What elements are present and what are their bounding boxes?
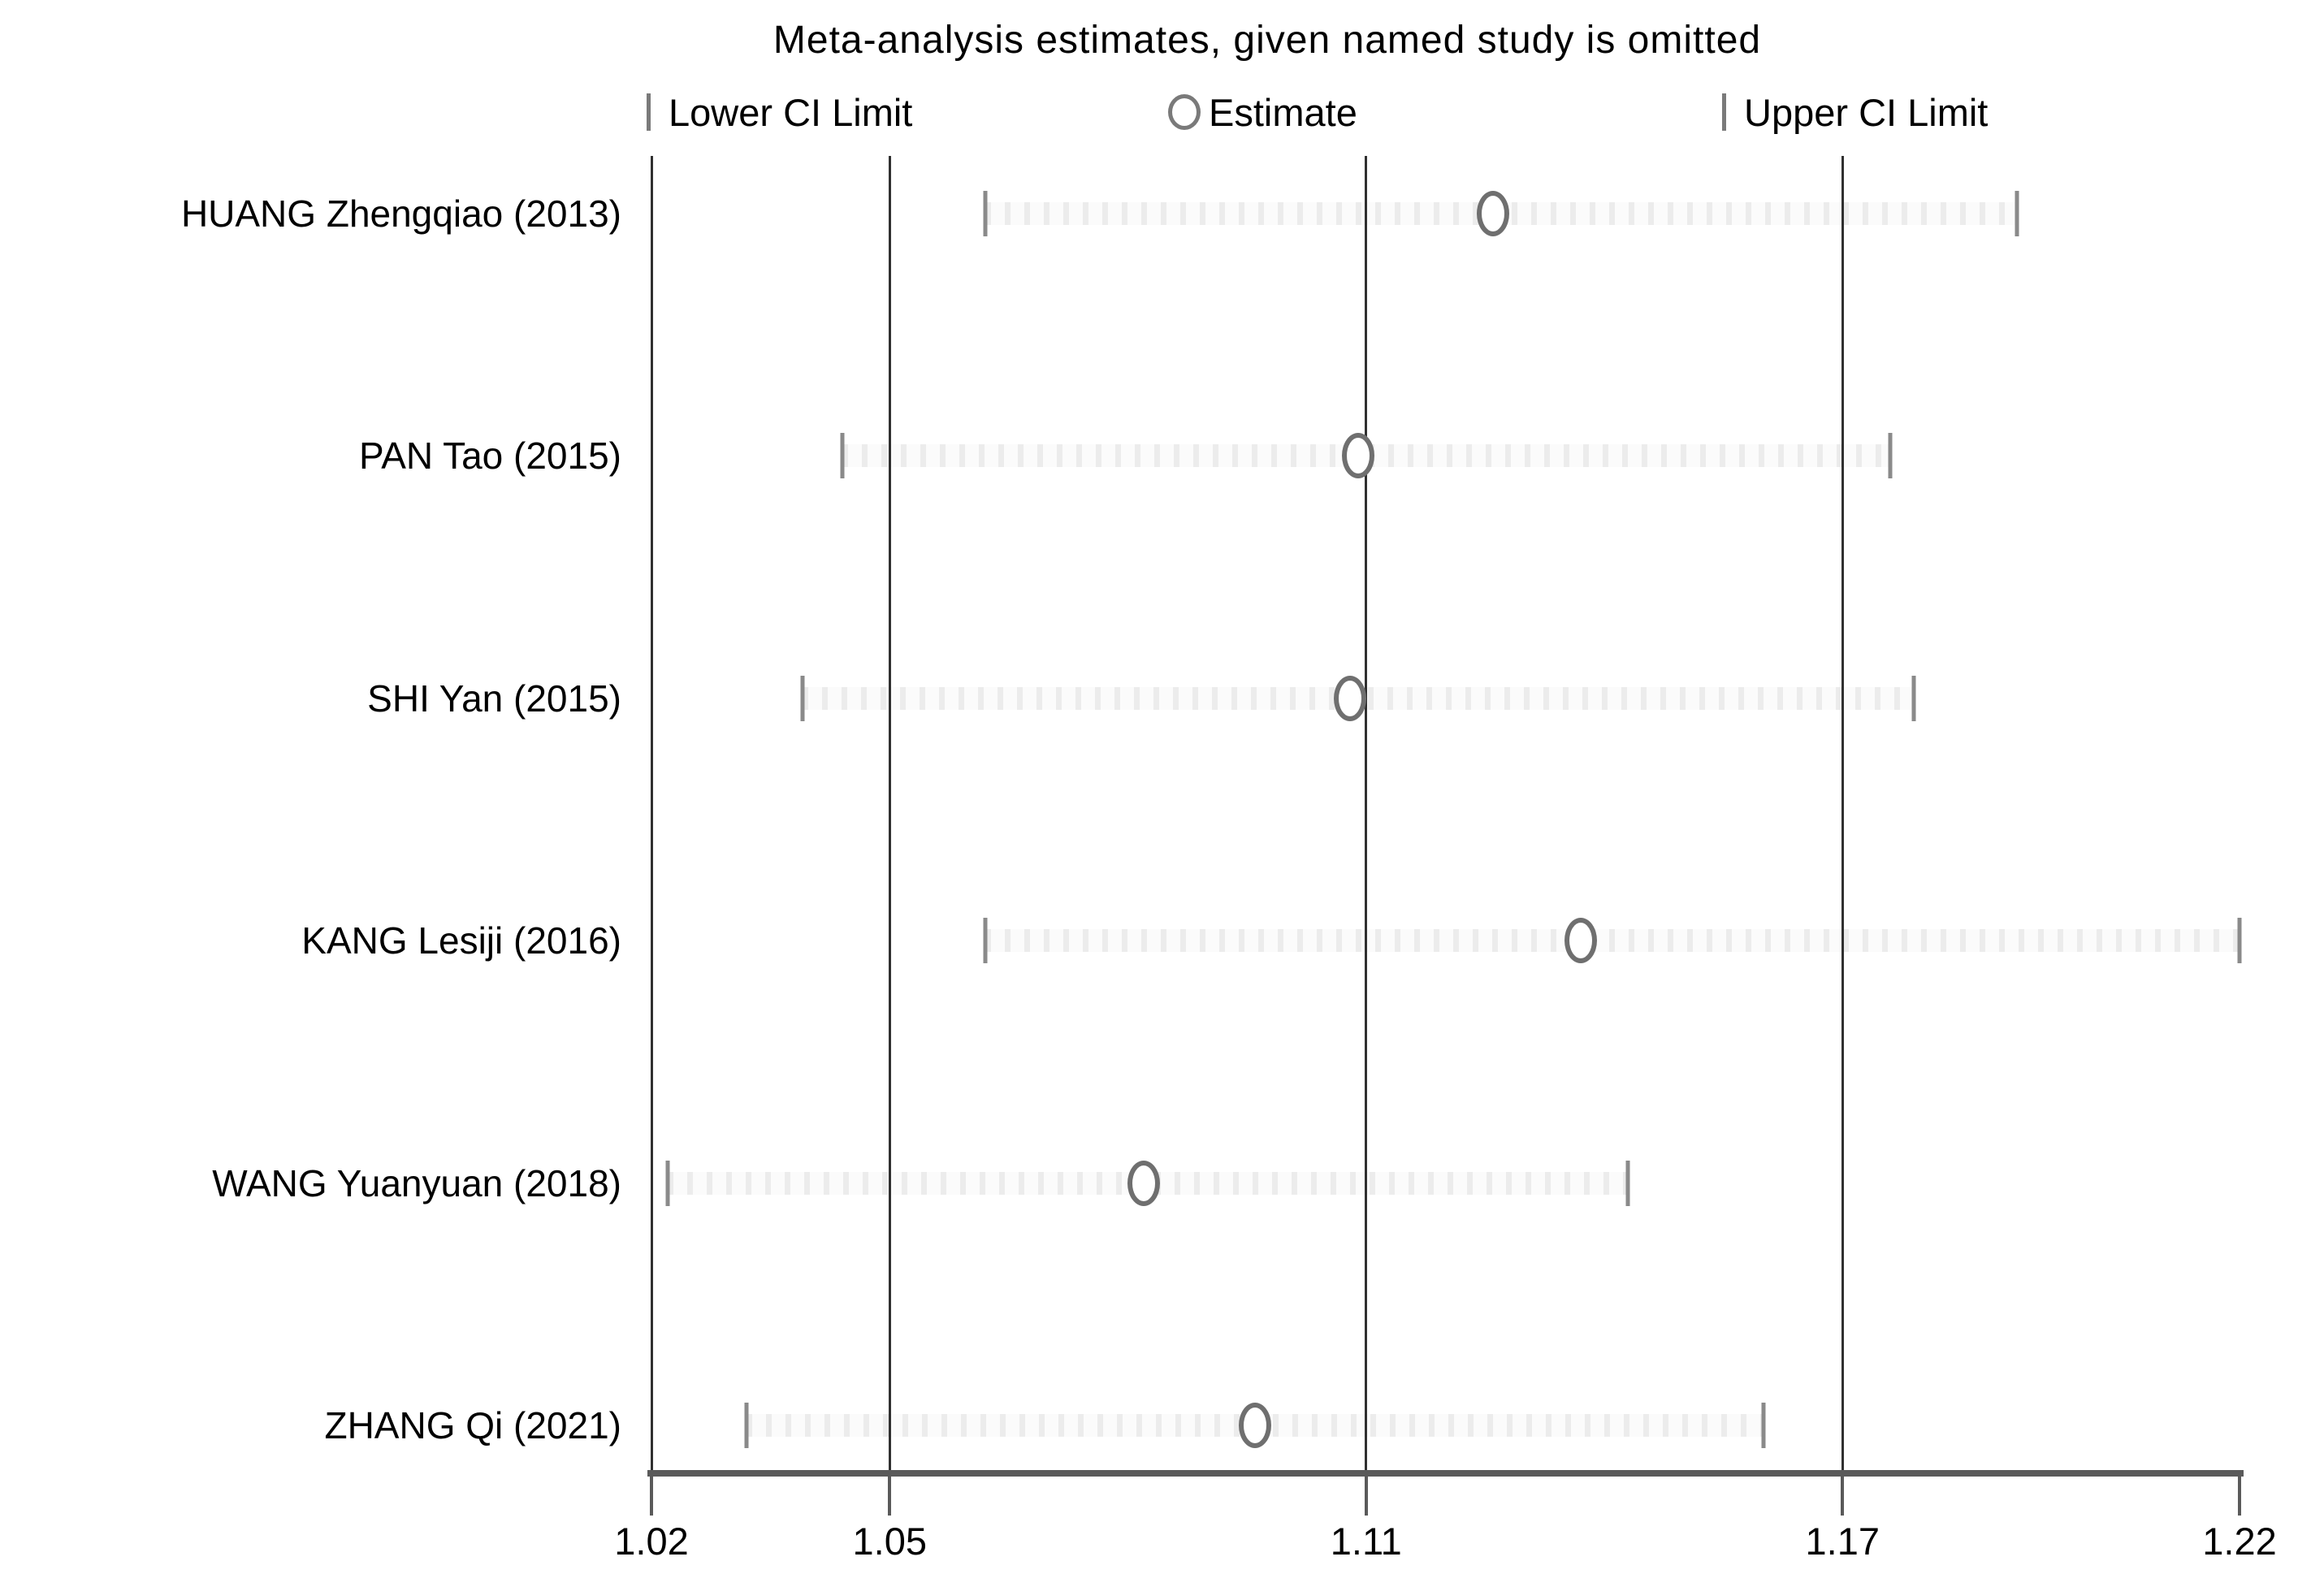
x-axis-tick (888, 1477, 892, 1516)
study-label: WANG Yuanyuan (2018) (212, 1161, 621, 1204)
x-axis-tick-label: 1.02 (614, 1520, 689, 1563)
ref-line-overall-estimate (1365, 156, 1368, 1470)
study-label: HUANG Zhengqiao (2013) (180, 192, 621, 235)
upper-ci-cap (1761, 1403, 1765, 1448)
x-axis-tick-label: 1.17 (1805, 1520, 1880, 1563)
legend-label-lower-ci: Lower CI Limit (669, 90, 913, 134)
study-label: SHI Yan (2015) (367, 677, 621, 720)
legend: Lower CI Limit Estimate Upper CI Limit (0, 88, 2324, 136)
legend-item-upper-ci: Upper CI Limit (1722, 88, 1988, 136)
x-axis-tick-label: 1.22 (2202, 1520, 2277, 1563)
x-axis-tick (1841, 1477, 1845, 1516)
study-label: KANG Lesiji (2016) (301, 919, 621, 962)
x-axis-tick (650, 1477, 653, 1516)
upper-ci-cap (2015, 191, 2019, 236)
upper-ci-cap (1911, 675, 1916, 721)
lower-ci-cap (665, 1160, 670, 1206)
lower-ci-cap (983, 918, 988, 964)
chart-title: Meta-analysis estimates, given named stu… (773, 19, 1762, 62)
x-axis-tick (1364, 1477, 1368, 1516)
ref-line-overall-upper-ci (1841, 156, 1844, 1470)
lower-ci-cap (840, 433, 845, 479)
x-axis-tick-label: 1.05 (852, 1520, 927, 1563)
estimate-marker (1564, 918, 1597, 964)
ci-band (985, 929, 2240, 953)
lower-ci-cap (744, 1403, 749, 1448)
estimate-marker (1127, 1160, 1161, 1206)
lower-ci-bar-icon (647, 93, 651, 131)
x-axis-tick (2238, 1477, 2241, 1516)
x-axis-line (647, 1470, 2244, 1477)
estimate-marker (1341, 433, 1374, 479)
x-axis-tick-label: 1.11 (1330, 1520, 1402, 1563)
legend-item-lower-ci: Lower CI Limit (647, 88, 912, 136)
legend-label-estimate: Estimate (1209, 90, 1357, 134)
legend-item-estimate: Estimate (1168, 88, 1357, 136)
estimate-marker (1477, 191, 1510, 236)
y-axis-line (650, 156, 653, 1470)
legend-label-upper-ci: Upper CI Limit (1744, 90, 1989, 134)
upper-ci-cap (1888, 433, 1893, 479)
upper-ci-cap (2237, 918, 2242, 964)
estimate-marker (1334, 675, 1367, 721)
lower-ci-cap (800, 675, 805, 721)
upper-ci-cap (1625, 1160, 1630, 1206)
study-label: PAN Tao (2015) (358, 435, 621, 478)
estimate-marker (1238, 1403, 1271, 1448)
upper-ci-bar-icon (1722, 93, 1726, 131)
estimate-circle-icon (1168, 94, 1201, 130)
lower-ci-cap (983, 191, 988, 236)
ref-line-overall-lower-ci (888, 156, 891, 1470)
study-label: ZHANG Qi (2021) (324, 1404, 621, 1446)
